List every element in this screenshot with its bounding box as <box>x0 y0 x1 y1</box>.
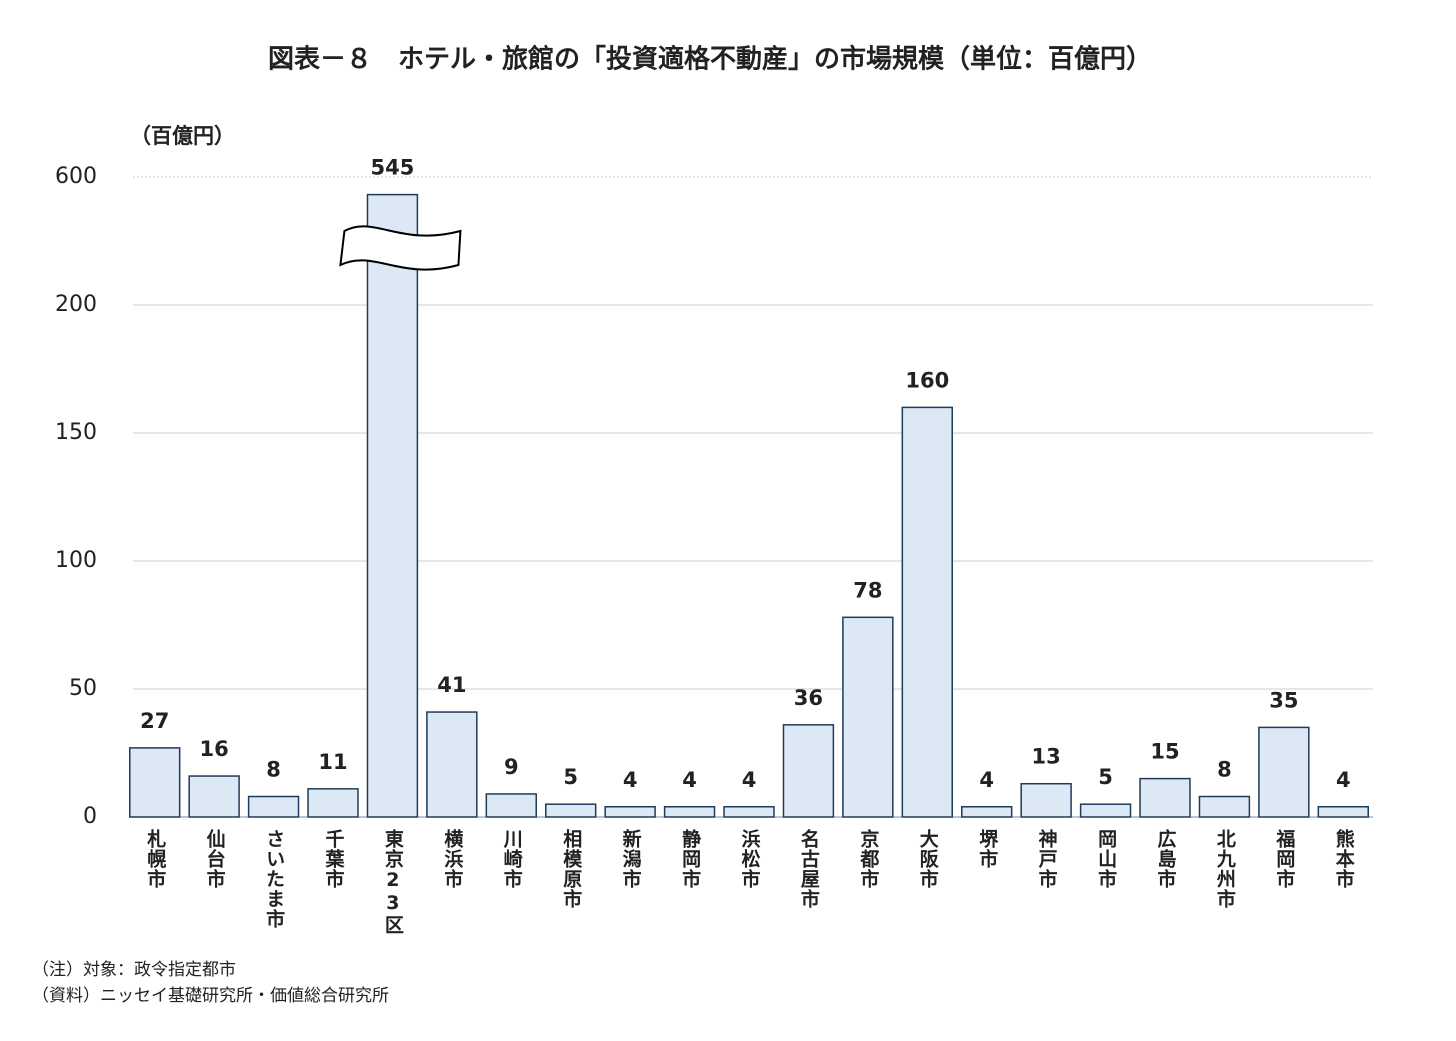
value-label: 5 <box>563 765 578 789</box>
note: （注）対象：政令指定都市 <box>32 960 236 980</box>
chart-title: 図表－８ ホテル・旅館の「投資適格不動産」の市場規模（単位：百億円） <box>268 44 1152 75</box>
x-tick-label: 川崎市 <box>501 829 524 889</box>
x-tick-label: さいたま市 <box>263 829 285 929</box>
bar <box>782 724 835 818</box>
y-tick-label: 100 <box>55 548 97 573</box>
x-tick-label: 札幌市 <box>144 828 167 889</box>
value-label: 8 <box>1217 758 1232 782</box>
value-label: 160 <box>905 368 949 392</box>
bar <box>188 775 240 818</box>
x-tick-label: 静岡市 <box>679 828 701 889</box>
bar <box>1198 795 1251 818</box>
bar <box>1317 806 1369 818</box>
value-label: 41 <box>437 673 466 697</box>
x-tick-label: 横浜市 <box>441 828 463 889</box>
value-label: 545 <box>371 156 415 180</box>
bar <box>485 793 537 818</box>
value-label: 4 <box>682 768 697 792</box>
x-tick-label: 神戸市 <box>1036 828 1058 889</box>
note: （資料）ニッセイ基礎研究所・価値総合研究所 <box>32 986 389 1006</box>
x-tick-label: 福岡市 <box>1273 828 1296 889</box>
x-tick-label: 熊本市 <box>1333 828 1355 889</box>
bar <box>247 795 300 818</box>
bar <box>1139 777 1191 818</box>
bar <box>961 806 1013 818</box>
x-tick-label: 広島市 <box>1155 828 1177 889</box>
bar <box>366 193 419 818</box>
x-tick-label: 北九州市 <box>1214 829 1237 909</box>
value-label: 36 <box>794 686 823 710</box>
value-label: 11 <box>318 750 347 774</box>
axis-break <box>339 225 462 271</box>
y-tick-label: 150 <box>55 420 97 445</box>
bar <box>1258 726 1310 818</box>
bar <box>723 806 775 818</box>
x-tick-label: 京都市 <box>857 828 880 889</box>
x-tick-label: 岡山市 <box>1095 829 1117 889</box>
x-tick-label: 名古屋市 <box>798 828 820 909</box>
bar <box>1020 782 1072 818</box>
bar <box>129 747 181 818</box>
x-tick-label: 大阪市 <box>917 828 939 889</box>
y-tick-label: 600 <box>55 164 97 189</box>
value-label: 35 <box>1269 688 1298 712</box>
y-tick-label: 0 <box>83 804 97 829</box>
x-tick-label: 新潟市 <box>620 828 642 889</box>
value-label: 78 <box>853 578 882 602</box>
value-label: 9 <box>504 755 519 779</box>
y-tick-label: 200 <box>55 292 97 317</box>
value-label: 5 <box>1098 765 1113 789</box>
value-label: 4 <box>1336 768 1351 792</box>
value-label: 16 <box>200 737 229 761</box>
x-tick-label: 千葉市 <box>323 829 346 889</box>
value-label: 8 <box>266 758 281 782</box>
y-axis-label: （百億円） <box>130 124 235 148</box>
x-tick-label: 仙台市 <box>204 828 226 889</box>
bar <box>901 406 953 818</box>
bar <box>842 616 894 818</box>
bar <box>545 803 597 818</box>
x-tick-label: 堺市 <box>976 829 998 869</box>
bar <box>307 788 359 818</box>
value-label: 4 <box>979 768 994 792</box>
value-label: 4 <box>742 768 757 792</box>
bar <box>663 806 716 818</box>
x-tick-label: 東京23区 <box>382 828 404 935</box>
value-label: 13 <box>1032 745 1061 769</box>
x-tick-label: 浜松市 <box>739 829 761 889</box>
y-tick-label: 50 <box>69 676 97 701</box>
value-label: 27 <box>140 709 169 733</box>
x-tick-label: 相模原市 <box>560 829 582 909</box>
bar <box>1079 803 1132 818</box>
value-label: 4 <box>623 768 638 792</box>
bar <box>604 806 656 818</box>
value-label: 15 <box>1150 740 1179 764</box>
bar <box>426 711 478 818</box>
